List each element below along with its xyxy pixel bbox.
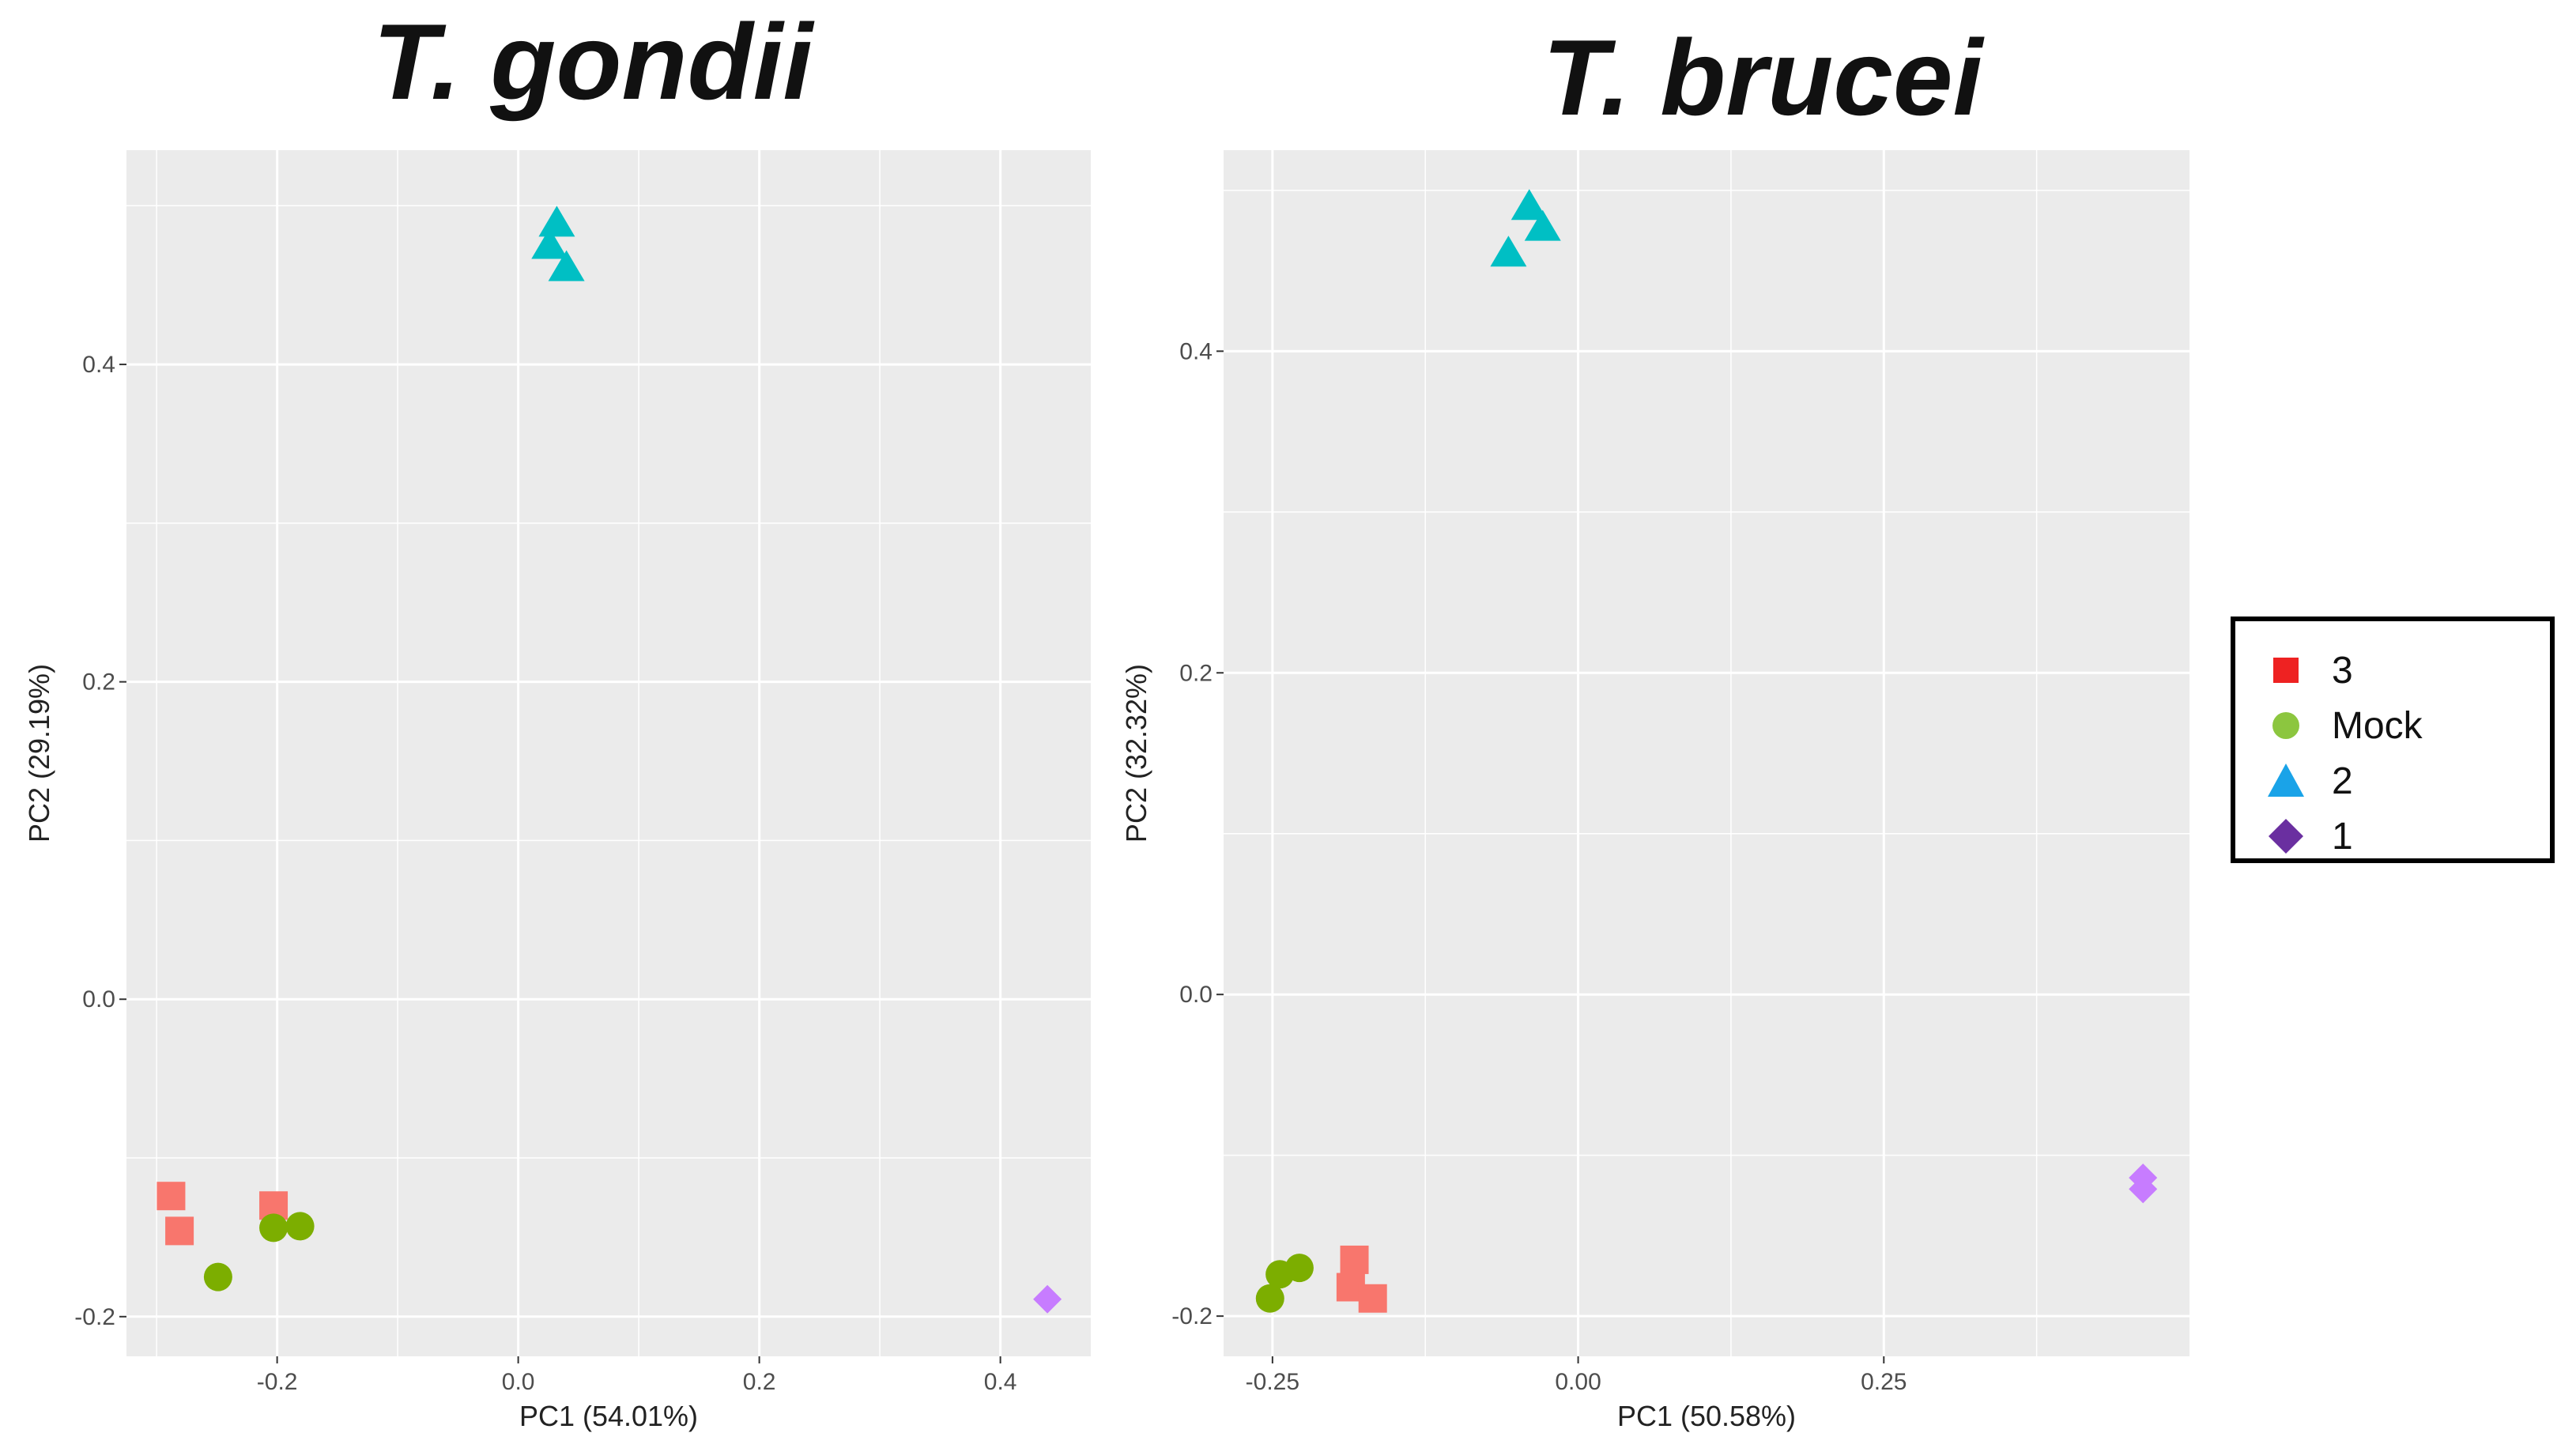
y-axis-title: PC2 (29.19%) [23,664,55,843]
y-tick-label: -0.2 [74,1304,115,1330]
x-tick-label: 0.00 [1555,1369,1601,1395]
point-group-3 [1340,1245,1369,1274]
title-t-gondii: T. gondii [372,2,813,122]
legend-label-mock: Mock [2332,704,2423,747]
legend-triangle-icon [2268,764,2304,797]
panel-1: -0.25 0.00 0.25 -0.2 0.0 0.2 0.4 PC1 (50.58%) PC… [1120,150,2189,1432]
point-group-3 [157,1182,186,1211]
y-tick-label: -0.2 [1171,1303,1213,1329]
x-tick-label: -0.2 [257,1369,298,1395]
legend-item-3: 3 [2264,645,2353,696]
legend-item-mock: Mock [2264,700,2423,751]
y-tick-label: 0.4 [82,352,115,378]
point-group-2 [538,206,575,237]
point-group-2 [1524,209,1561,241]
point-group-mock [203,1262,232,1292]
y-tick-label: 0.0 [1179,982,1213,1008]
legend-label-2: 2 [2332,760,2353,802]
point-group-1 [2129,1175,2158,1204]
y-tick-label: 0.2 [1179,660,1213,686]
y-tick-label: 0.0 [82,986,115,1012]
point-group-3 [165,1216,194,1246]
point-group-mock [1284,1254,1314,1283]
legend-square-icon [2273,658,2299,683]
plot-background [126,150,1091,1356]
point-group-2 [1490,236,1527,267]
legend-label-1: 1 [2332,815,2353,858]
legend: 3 Mock 2 1 [2231,617,2555,863]
point-group-2 [531,228,568,259]
plot-background [1224,150,2189,1356]
point-group-2 [548,250,585,281]
point-group-3 [1358,1284,1387,1313]
x-tick-label: 0.2 [743,1369,776,1395]
x-axis-title: PC1 (50.58%) [1617,1400,1796,1432]
y-tick-label: 0.2 [82,669,115,696]
x-tick-label: 0.4 [984,1369,1017,1395]
point-group-1 [1033,1284,1062,1314]
x-axis-title: PC1 (54.01%) [519,1400,698,1432]
legend-item-2: 2 [2264,756,2353,806]
point-group-mock [285,1212,315,1241]
y-tick-label: 0.4 [1179,338,1213,364]
point-group-2 [1511,189,1548,221]
title-t-brucei: T. brucei [1542,17,1983,138]
point-group-mock [1255,1284,1284,1313]
y-axis-title: PC2 (32.32%) [1120,664,1152,843]
x-tick-label: -0.25 [1246,1369,1299,1395]
legend-diamond-icon [2269,819,2303,854]
legend-label-3: 3 [2332,649,2353,692]
legend-item-1: 1 [2264,811,2353,862]
x-tick-label: 0.25 [1861,1369,1907,1395]
panel-0: -0.2 0.0 0.2 0.4 -0.2 0.0 0.2 0.4 PC1 (54.01%) PC… [23,150,1091,1432]
point-group-mock [259,1213,289,1242]
legend-circle-icon [2272,712,2299,739]
x-tick-label: 0.0 [502,1369,535,1395]
